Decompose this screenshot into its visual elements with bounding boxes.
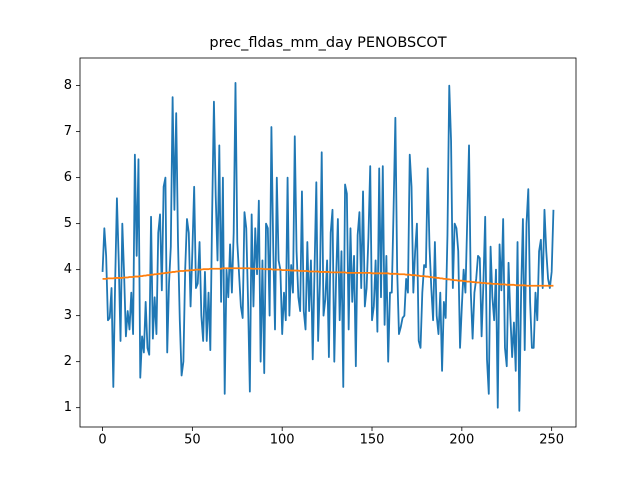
- x-tick-label: 100: [270, 433, 295, 448]
- y-tick-label: 4: [64, 262, 72, 277]
- y-tick-label: 6: [64, 170, 72, 185]
- data-line: [101, 81, 555, 412]
- y-tick-label: 8: [64, 78, 72, 93]
- chart-title: prec_fldas_mm_day PENOBSCOT: [209, 35, 446, 51]
- x-tick-label: 50: [184, 433, 201, 448]
- y-tick-label: 2: [64, 354, 72, 369]
- y-tick-label: 3: [64, 308, 72, 323]
- y-tick-label: 7: [64, 124, 72, 139]
- y-tick-label: 1: [64, 400, 72, 415]
- x-tick-label: 200: [449, 433, 474, 448]
- data-line: [102, 267, 554, 287]
- plot-frame: [79, 57, 577, 428]
- x-tick-label: 0: [98, 433, 106, 448]
- x-tick-label: 250: [539, 433, 564, 448]
- y-tick-label: 5: [64, 216, 72, 231]
- x-tick-label: 150: [360, 433, 385, 448]
